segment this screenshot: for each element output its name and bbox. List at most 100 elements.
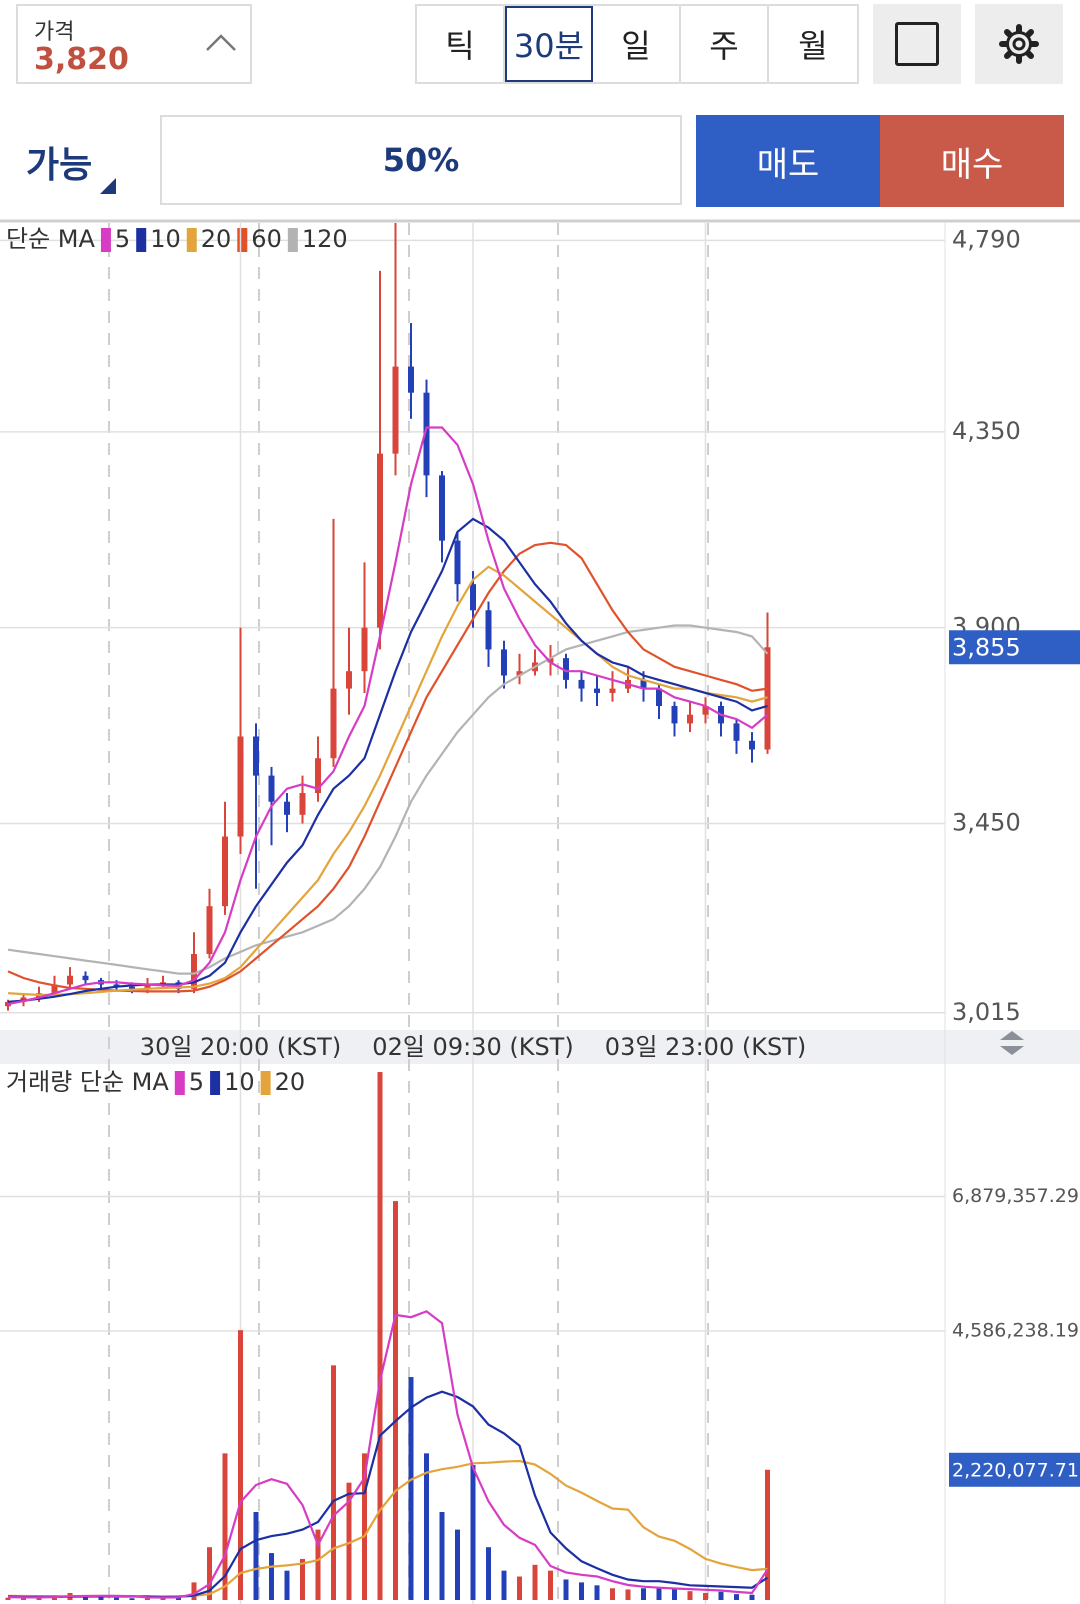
legend-label: 60: [251, 225, 282, 253]
volume-bar: [641, 1588, 646, 1600]
layout-button[interactable]: [873, 4, 961, 84]
candle-body: [687, 714, 693, 724]
ma-line: [7, 426, 769, 1006]
candle-body: [501, 649, 507, 676]
volume-bar: [579, 1582, 584, 1600]
candle-body: [206, 906, 213, 955]
candle-body: [470, 584, 476, 611]
legend-swatch: [174, 1071, 185, 1095]
candle-body: [361, 627, 368, 672]
volume-bar: [393, 1201, 398, 1600]
price-box[interactable]: 가격 3,820: [16, 4, 252, 84]
interval-tab[interactable]: 틱: [417, 6, 505, 82]
interval-tab[interactable]: 일: [593, 6, 681, 82]
x-tick-label: 02일 09:30 (KST): [372, 1033, 573, 1061]
volume-bar: [656, 1587, 662, 1600]
legend-label: 10: [150, 225, 181, 253]
ma-line: [7, 624, 769, 975]
volume-bar: [129, 1598, 135, 1600]
available-label[interactable]: 가능: [26, 145, 93, 186]
legend-swatch: [186, 228, 197, 252]
ratio-box[interactable]: 50%: [160, 115, 682, 205]
volume-bar: [749, 1594, 755, 1600]
interval-tab[interactable]: 월: [798, 27, 828, 65]
candle-body: [516, 671, 523, 676]
volume-bar: [765, 1469, 770, 1600]
last-value-marker: [949, 630, 1080, 665]
legend-title: 거래량 단순 MA: [6, 1068, 169, 1096]
legend-swatch: [100, 228, 111, 252]
candle-body: [160, 982, 166, 985]
buy-button[interactable]: 매수: [880, 115, 1064, 207]
candle-body: [67, 975, 73, 985]
candle-body: [377, 453, 383, 628]
y-tick-label: 6,879,357.299: [952, 1185, 1080, 1207]
volume-bar: [145, 1597, 150, 1600]
sell-button[interactable]: 매도: [696, 115, 880, 207]
volume-bar: [36, 1597, 42, 1600]
volume-bar: [439, 1512, 445, 1600]
candle-body: [485, 610, 492, 650]
price-value: 3,820: [34, 42, 129, 77]
candle-body: [330, 688, 337, 759]
candle-body: [609, 688, 616, 693]
legend-swatch: [136, 228, 147, 252]
last-value-marker: [949, 1452, 1080, 1487]
candle-body: [454, 540, 461, 585]
volume-bar: [191, 1582, 197, 1600]
interval-tab[interactable]: 30분: [505, 6, 593, 82]
candle-body: [671, 706, 678, 724]
volume-bar: [563, 1579, 569, 1600]
dropdown-triangle: [100, 178, 116, 194]
ma-line: [7, 517, 768, 1003]
volume-bar: [346, 1482, 352, 1600]
volume-bar: [207, 1547, 212, 1600]
candle-body: [82, 975, 89, 981]
legend-title: 단순 MA: [6, 225, 95, 253]
last-value-label: 2,220,077.715: [952, 1459, 1080, 1481]
volume-bar: [315, 1529, 321, 1600]
x-tick-label: 30일 20:00 (KST): [140, 1033, 341, 1061]
candle-body: [253, 736, 259, 776]
legend-label: 5: [189, 1068, 204, 1096]
day-separators: [108, 223, 709, 1604]
candle-body: [268, 775, 275, 802]
y-tick-label: 4,350: [952, 417, 1021, 445]
ma-line: [7, 565, 768, 996]
volume-bar: [532, 1564, 538, 1600]
volume-bar: [222, 1453, 228, 1600]
legend-label: 20: [275, 1068, 306, 1096]
candle-body: [392, 366, 399, 454]
legend-label: 10: [224, 1068, 255, 1096]
candle-body: [51, 984, 58, 994]
volume-bar: [486, 1547, 491, 1600]
volume-bar: [83, 1596, 88, 1600]
candle-body: [656, 688, 662, 706]
candle-body: [284, 801, 290, 815]
resize-handle[interactable]: [1000, 1031, 1024, 1055]
ma-line: [7, 1390, 769, 1598]
volume-bar: [610, 1588, 615, 1600]
candle-body: [563, 658, 569, 680]
volume-bar: [687, 1591, 693, 1600]
volume-bar: [114, 1597, 119, 1600]
candle-body: [594, 688, 600, 693]
square-icon: [895, 22, 939, 66]
candle-body: [578, 679, 585, 689]
legend-label: 120: [302, 225, 348, 253]
volume-bar: [734, 1594, 739, 1600]
candle-body: [439, 475, 445, 541]
candle-body: [191, 954, 197, 989]
candle-body: [222, 836, 228, 907]
y-tick-label: 3,015: [952, 998, 1021, 1026]
volume-bar: [517, 1576, 522, 1600]
price-label: 가격: [34, 20, 75, 45]
interval-tab[interactable]: 주: [681, 6, 769, 82]
y-tick-label: 4,586,238.199: [952, 1319, 1080, 1341]
legend-label: 5: [115, 225, 130, 253]
settings-button[interactable]: [975, 4, 1063, 84]
candle-body: [237, 736, 244, 837]
legend-swatch: [210, 1071, 221, 1095]
